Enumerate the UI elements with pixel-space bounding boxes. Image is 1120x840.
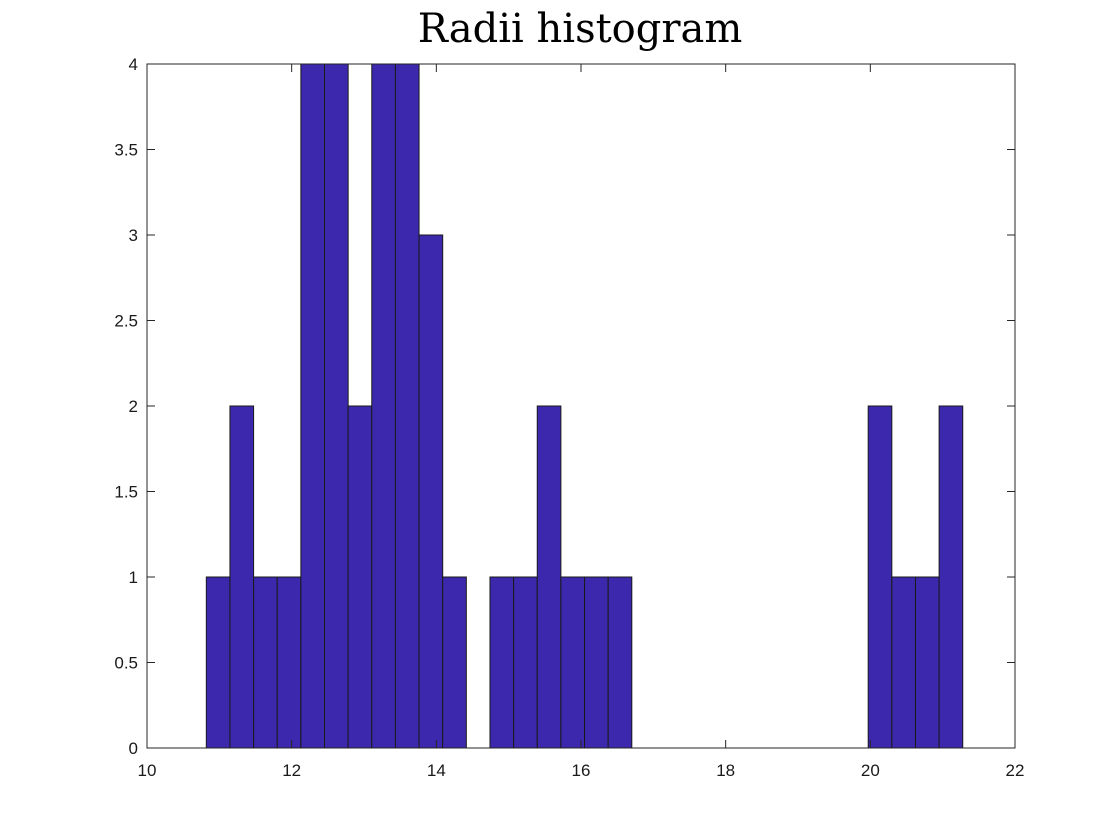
y-tick-label: 3 bbox=[129, 226, 138, 245]
histogram-bar bbox=[300, 63, 326, 749]
histogram-bar bbox=[607, 576, 633, 749]
histogram-bar bbox=[347, 405, 373, 749]
y-tick-label: 4 bbox=[129, 55, 138, 74]
histogram-bar bbox=[560, 576, 586, 749]
histogram-bar bbox=[276, 576, 302, 749]
y-tick-label: 2 bbox=[129, 397, 138, 416]
y-tick-label: 3.5 bbox=[114, 141, 138, 160]
chart-title: Radii histogram bbox=[418, 6, 743, 52]
x-tick-label: 12 bbox=[282, 761, 301, 780]
histogram-bar bbox=[394, 63, 420, 749]
histogram-bar bbox=[914, 576, 940, 749]
histogram-bar bbox=[253, 576, 278, 749]
histogram-bar bbox=[536, 405, 562, 749]
histogram-bar bbox=[938, 405, 964, 749]
y-tick-label: 1.5 bbox=[114, 483, 138, 502]
x-tick-label: 14 bbox=[427, 761, 446, 780]
x-tick-label: 10 bbox=[138, 761, 157, 780]
x-tick-label: 18 bbox=[716, 761, 735, 780]
histogram-bar bbox=[584, 576, 609, 749]
y-axis-ticks: 0 0.5 1 1.5 2 2.5 3 3.5 4 bbox=[114, 55, 1015, 758]
histogram-bar bbox=[442, 576, 467, 749]
histogram-bar bbox=[418, 234, 444, 749]
histogram-bar bbox=[867, 405, 893, 749]
x-tick-label: 20 bbox=[861, 761, 880, 780]
y-tick-label: 2.5 bbox=[114, 312, 138, 331]
y-tick-label: 0.5 bbox=[114, 654, 138, 673]
histogram-bar bbox=[891, 576, 916, 749]
histogram-bar bbox=[229, 405, 255, 749]
histogram-bar bbox=[205, 576, 231, 749]
histogram-bar bbox=[371, 63, 396, 749]
histogram-bar bbox=[513, 576, 538, 749]
x-tick-label: 22 bbox=[1006, 761, 1025, 780]
histogram-bar bbox=[324, 63, 349, 749]
x-tick-label: 16 bbox=[572, 761, 591, 780]
x-axis-ticks: 10 12 14 16 18 20 22 bbox=[138, 64, 1025, 780]
bars-group bbox=[205, 63, 964, 749]
y-tick-label: 0 bbox=[129, 739, 138, 758]
y-tick-label: 1 bbox=[129, 568, 138, 587]
histogram-bar bbox=[489, 576, 515, 749]
